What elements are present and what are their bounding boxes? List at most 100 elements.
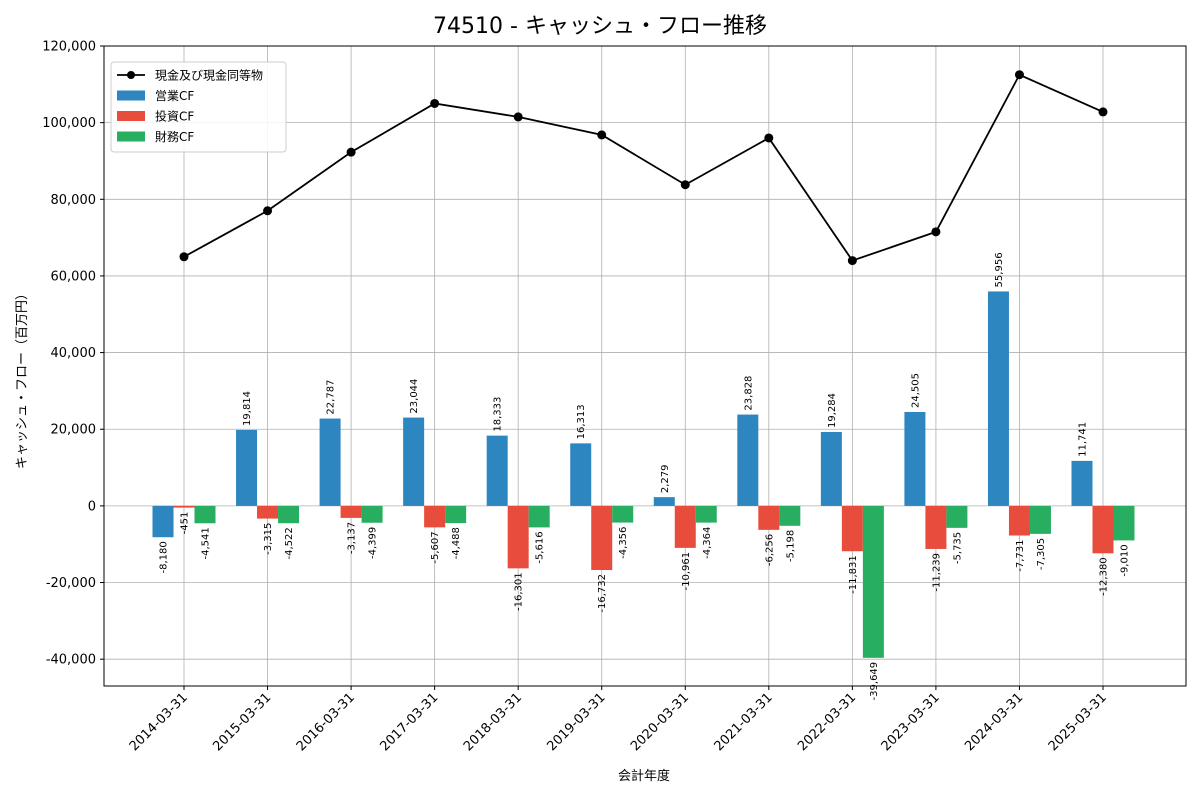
bar-value-label: -5,198	[785, 530, 796, 562]
bar-value-label: 22,787	[326, 380, 337, 415]
bar-value-label: -7,731	[1015, 540, 1026, 572]
cash-line-point	[764, 133, 774, 143]
bar-financing	[779, 505, 801, 526]
bar-financing	[194, 505, 216, 524]
bar-value-label: -39,649	[869, 662, 880, 701]
y-tick-label: 80,000	[51, 193, 97, 208]
bar-financing	[445, 505, 467, 524]
legend-marker	[127, 71, 135, 79]
bar-financing	[1113, 505, 1135, 541]
cash-line-point	[931, 227, 941, 237]
bar-value-label: -5,607	[430, 531, 441, 563]
cash-line-path	[183, 73, 1104, 262]
bar-value-label: 19,284	[827, 393, 838, 428]
bar-financing	[1029, 505, 1051, 534]
x-axis-ticks: 2014-03-31 2015-03-31 2016-03-31 2017-03-31…	[127, 686, 1110, 754]
bar-operating	[1071, 460, 1093, 506]
bar-financing	[278, 505, 300, 524]
bar-investing	[424, 505, 446, 528]
bar-value-label: 23,828	[743, 376, 754, 411]
bar-value-label: -12,380	[1099, 557, 1110, 596]
y-axis-ticks: -40,000 -20,000 0 20,000 40,000 60,000 80,000 1…	[42, 40, 104, 668]
legend-label: 営業CF	[155, 89, 194, 103]
bar-financing	[361, 505, 383, 523]
bar-value-label: -16,732	[597, 574, 608, 613]
legend-label: 現金及び現金同等物	[155, 68, 263, 83]
cash-line-point	[263, 206, 273, 216]
bar-value-label: -9,010	[1120, 544, 1131, 576]
bar-investing	[173, 505, 195, 508]
bar-value-label: 55,956	[994, 252, 1005, 287]
bar-value-label: -3,137	[347, 522, 358, 554]
x-tick-label: 2016-03-31	[294, 690, 358, 754]
cash-line-point	[1098, 107, 1108, 117]
y-tick-label: 20,000	[51, 423, 97, 438]
y-tick-label: 120,000	[42, 40, 96, 55]
x-tick-label: 2024-03-31	[962, 690, 1026, 754]
legend-bar-swatch	[117, 111, 145, 121]
y-tick-label: 40,000	[51, 346, 97, 361]
bar-value-label: 11,741	[1078, 422, 1089, 457]
bar-investing	[507, 505, 529, 569]
x-tick-label: 2019-03-31	[545, 690, 609, 754]
legend-bar-swatch	[117, 131, 145, 142]
bar-investing	[674, 505, 696, 548]
bar-value-label: -5,735	[952, 532, 963, 564]
bar-operating	[486, 435, 508, 506]
y-axis-label: キャッシュ・フロー（百万円）	[15, 287, 30, 469]
bar-operating	[653, 497, 675, 506]
bar-value-label: -7,305	[1036, 538, 1047, 570]
x-tick-label: 2025-03-31	[1046, 690, 1110, 754]
bar-operating	[236, 429, 258, 506]
bar-value-label: 24,505	[910, 373, 921, 408]
bar-investing	[1008, 505, 1030, 536]
bar-value-label: -16,301	[514, 572, 525, 611]
bar-value-label: 2,279	[660, 465, 671, 494]
bar-value-label: 18,333	[493, 397, 504, 432]
bar-value-label: 16,313	[576, 404, 587, 439]
y-tick-label: 0	[88, 499, 96, 514]
bar-investing	[925, 505, 947, 549]
bar-value-label: -6,256	[764, 534, 775, 566]
bar-operating	[152, 505, 174, 538]
bar-financing	[695, 505, 717, 523]
chart-title: 74510 - キャッシュ・フロー推移	[433, 14, 767, 39]
x-tick-label: 2014-03-31	[127, 690, 191, 754]
cash-line-point	[179, 252, 189, 262]
bar-value-label: 23,044	[409, 379, 420, 414]
bar-investing	[340, 505, 362, 518]
x-tick-label: 2018-03-31	[461, 690, 525, 754]
bar-value-label: -5,616	[535, 531, 546, 563]
x-tick-label: 2015-03-31	[210, 690, 274, 754]
bar-operating	[820, 431, 842, 506]
bar-value-label: -10,961	[681, 552, 692, 591]
bar-value-label: 19,814	[242, 391, 253, 426]
bar-investing	[1092, 505, 1114, 554]
y-tick-label: -20,000	[46, 576, 96, 591]
x-tick-label: 2023-03-31	[879, 690, 943, 754]
bar-investing	[841, 505, 863, 552]
x-axis-label: 会計年度	[618, 768, 670, 784]
bar-financing	[862, 505, 884, 658]
bar-value-label: -11,831	[848, 555, 859, 594]
bar-operating	[319, 418, 341, 506]
bars	[152, 291, 1135, 658]
x-tick-label: 2022-03-31	[795, 690, 859, 754]
y-tick-label: 100,000	[42, 116, 96, 131]
cash-line-point	[847, 256, 857, 266]
bar-investing	[591, 505, 613, 571]
bar-value-label: -4,522	[284, 527, 295, 559]
bar-value-labels: -8,180 19,814 22,787 23,044 18,333 16,313 2,27…	[159, 252, 1131, 700]
cash-line	[179, 70, 1108, 266]
bar-value-label: -4,356	[618, 527, 629, 559]
legend-label: 財務CF	[155, 129, 194, 144]
bar-investing	[758, 505, 780, 530]
y-tick-label: -40,000	[46, 653, 96, 668]
x-tick-label: 2021-03-31	[712, 690, 776, 754]
bar-value-label: -11,239	[931, 553, 942, 592]
bar-value-label: -4,488	[451, 527, 462, 559]
bar-operating	[737, 414, 759, 506]
legend-label: 投資CF	[155, 109, 194, 124]
